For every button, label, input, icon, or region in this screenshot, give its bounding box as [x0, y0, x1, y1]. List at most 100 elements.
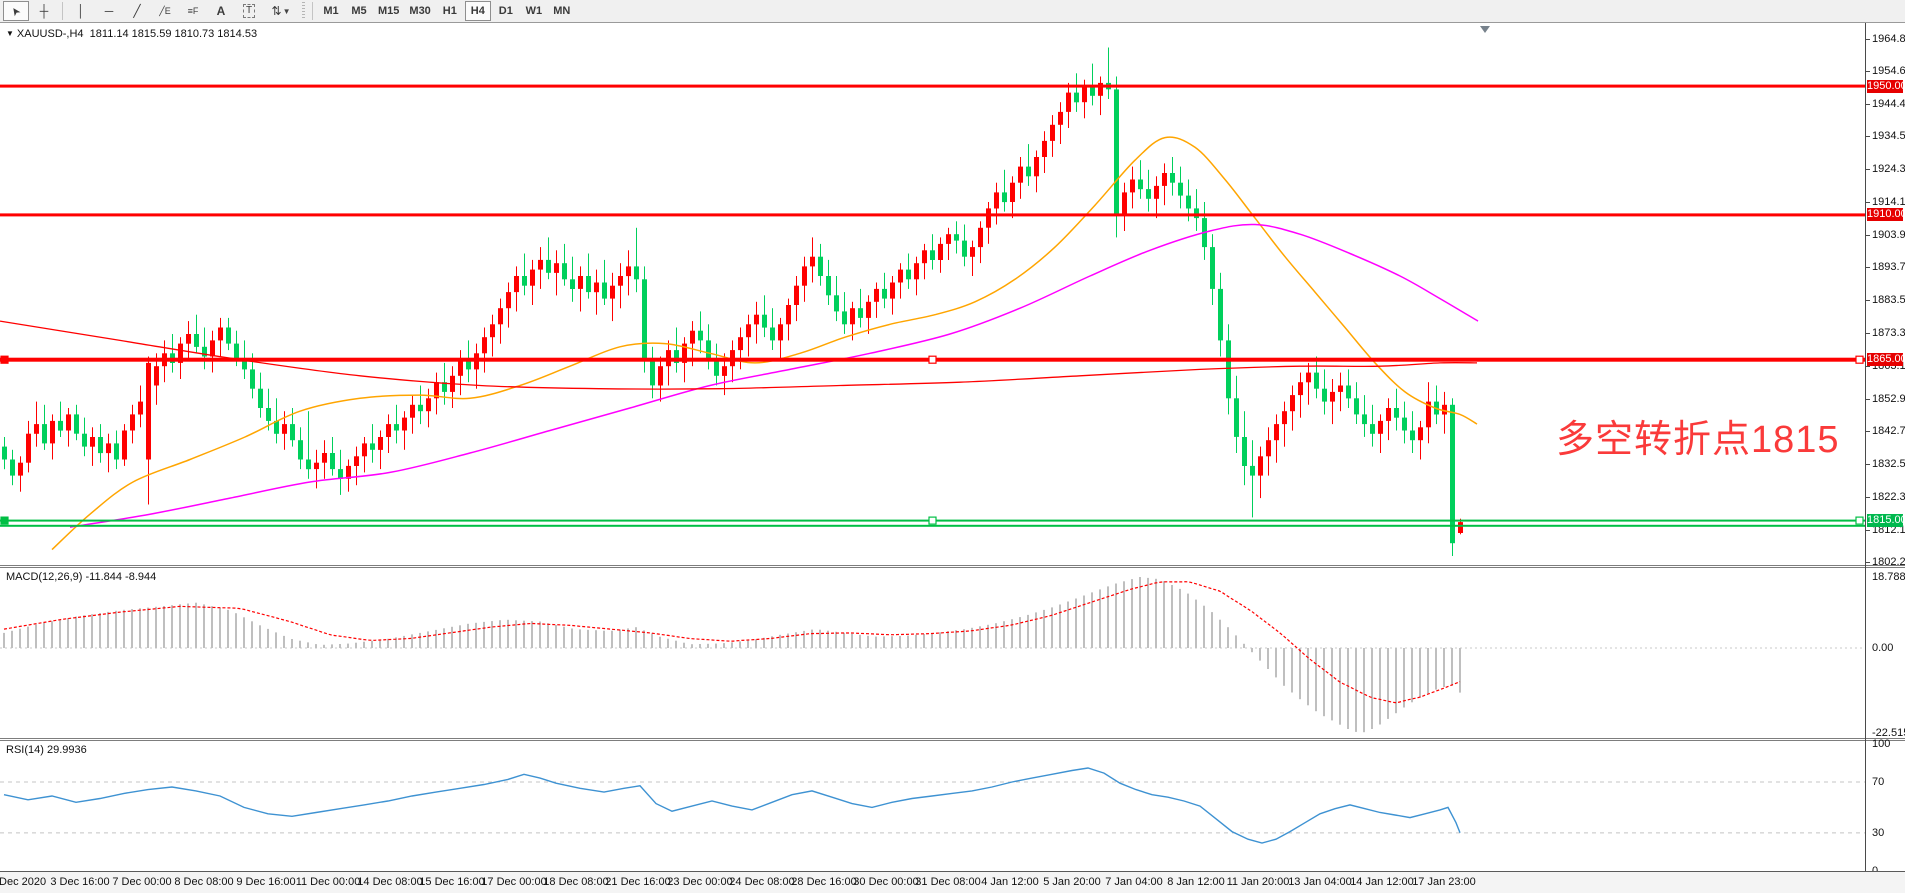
candle-body	[1026, 166, 1031, 177]
candle-wick	[620, 263, 621, 309]
timeframe-button-h1[interactable]: H1	[437, 1, 463, 21]
macd-histogram-bar	[11, 630, 13, 648]
candle-body	[1250, 465, 1255, 476]
rsi-values: 29.9936	[46, 744, 87, 756]
crosshair-tool-button[interactable]: ┼	[31, 1, 57, 21]
macd-histogram-bar	[843, 632, 845, 648]
candle-body	[106, 443, 111, 454]
macd-histogram-bar	[1363, 648, 1365, 733]
line-handle[interactable]	[0, 516, 9, 525]
macd-histogram-bar	[563, 626, 565, 648]
symbol-ohlc-line[interactable]: ▼ XAUUSD-,H4 1811.14 1815.59 1810.73 1814…	[6, 28, 257, 40]
macd-histogram-bar	[299, 640, 301, 648]
macd-histogram-bar	[899, 636, 901, 648]
candle-body	[1298, 382, 1303, 396]
horizontal-line-tool-button[interactable]: ─	[96, 1, 122, 21]
candle-body	[66, 414, 71, 431]
candle-wick	[1028, 144, 1029, 186]
date-label: 31 Dec 08:00	[915, 876, 981, 888]
timeframe-button-m15[interactable]: M15	[374, 1, 403, 21]
macd-histogram-bar	[587, 629, 589, 648]
macd-histogram-bar	[747, 640, 749, 648]
candle-body	[194, 334, 199, 347]
vertical-line-tool-button[interactable]: │	[68, 1, 94, 21]
macd-histogram-bar	[635, 627, 637, 648]
toolbar-grip	[302, 2, 305, 20]
candle-body	[290, 424, 295, 441]
macd-histogram-bar	[859, 634, 861, 648]
macd-histogram-bar	[1051, 607, 1053, 648]
arrows-tool-button[interactable]: ⇅ ▼	[264, 1, 298, 21]
candle-body	[826, 276, 831, 296]
timeframe-button-mn[interactable]: MN	[549, 1, 575, 21]
macd-panel-canvas[interactable]	[0, 568, 1866, 738]
macd-histogram-bar	[531, 621, 533, 648]
macd-histogram-bar	[211, 606, 213, 648]
timeframe-button-d1[interactable]: D1	[493, 1, 519, 21]
timeframe-button-h4[interactable]: H4	[464, 1, 491, 21]
candle-body	[202, 346, 207, 357]
candle-body	[850, 308, 855, 325]
horizontal-line-1910[interactable]	[0, 213, 1865, 217]
macd-histogram-bar	[1451, 648, 1453, 686]
line-handle[interactable]	[1855, 355, 1864, 364]
line-handle[interactable]	[1855, 516, 1864, 525]
macd-histogram-bar	[115, 610, 117, 648]
candle-wick	[1300, 372, 1301, 418]
timeframe-button-m5[interactable]: M5	[346, 1, 372, 21]
main-chart-canvas[interactable]	[0, 23, 1866, 565]
ma-fast-line[interactable]	[51, 136, 1478, 551]
line-handle[interactable]	[928, 516, 937, 525]
line-handle[interactable]	[928, 355, 937, 364]
macd-histogram-bar	[947, 631, 949, 648]
candle-body	[234, 343, 239, 360]
equidistant-channel-tool-button[interactable]: ╱E	[152, 1, 178, 21]
price-axis-border	[1865, 23, 1866, 871]
panel-separator[interactable]	[0, 738, 1905, 741]
macd-histogram-bar	[1315, 648, 1317, 712]
price-tick-label: 1822.30	[1872, 491, 1905, 504]
text-label-tool-button[interactable]: T	[236, 1, 262, 21]
candle-body	[866, 301, 871, 318]
macd-histogram-bar	[923, 634, 925, 648]
macd-histogram-bar	[451, 626, 453, 648]
text-tool-button[interactable]: A	[208, 1, 234, 21]
macd-histogram-bar	[1291, 648, 1293, 693]
macd-histogram-bar	[715, 643, 717, 648]
horizontal-line-1950[interactable]	[0, 84, 1865, 88]
candle-body	[410, 404, 415, 418]
trendline-tool-button[interactable]: ╱	[124, 1, 150, 21]
horizontal-line-1813.4[interactable]	[0, 524, 1865, 527]
macd-histogram-bar	[507, 619, 509, 648]
ma-mid-line[interactable]	[69, 223, 1479, 528]
macd-axis-label: -22.515	[1872, 727, 1905, 740]
panel-separator[interactable]	[0, 565, 1905, 568]
macd-histogram-bar	[1427, 648, 1429, 694]
line-handle[interactable]	[0, 355, 9, 364]
price-badge-1815.00: 1815.00	[1867, 514, 1905, 528]
timeframe-button-w1[interactable]: W1	[521, 1, 547, 21]
macd-histogram-bar	[907, 635, 909, 648]
date-label: 17 Jan 23:00	[1412, 876, 1476, 888]
candle-body	[1154, 185, 1159, 199]
chart-shift-marker-icon[interactable]	[1480, 26, 1490, 33]
price-tick	[1866, 136, 1870, 138]
macd-histogram-bar	[683, 642, 685, 648]
price-tick-label: 1954.60	[1872, 65, 1905, 78]
equidistant-channel-icon: ╱E	[159, 5, 171, 16]
fibonacci-tool-button[interactable]: ≡F	[180, 1, 206, 21]
candle-body	[370, 443, 375, 450]
timeframe-button-m1[interactable]: M1	[318, 1, 344, 21]
candle-body	[1386, 408, 1391, 421]
rsi-panel-canvas[interactable]	[0, 741, 1866, 870]
timeframe-button-m30[interactable]: M30	[405, 1, 434, 21]
macd-histogram-bar	[739, 641, 741, 648]
candle-body	[26, 433, 31, 463]
symbol-dropdown-icon[interactable]: ▼	[6, 29, 14, 38]
cursor-tool-button[interactable]: ➤	[3, 1, 29, 21]
macd-histogram-bar	[291, 639, 293, 648]
candle-wick	[604, 259, 605, 305]
chart-annotation-text[interactable]: 多空转折点1815	[1556, 419, 1840, 461]
date-label: 21 Dec 16:00	[605, 876, 671, 888]
macd-histogram-bar	[283, 635, 285, 648]
